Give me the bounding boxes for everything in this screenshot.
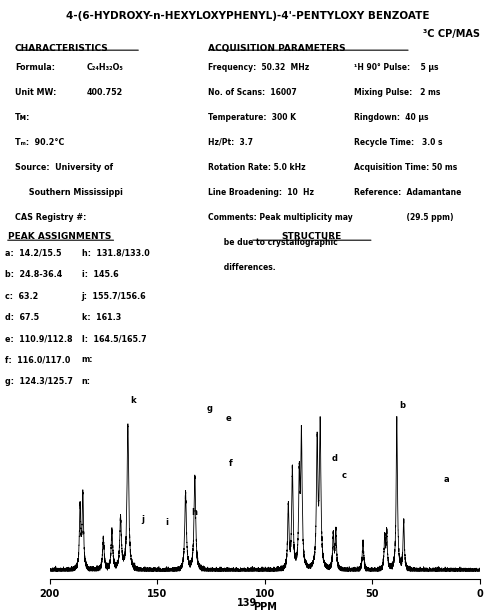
Text: Ringdown:  40 μs: Ringdown: 40 μs bbox=[354, 113, 429, 122]
Text: c:  63.2: c: 63.2 bbox=[5, 292, 38, 300]
Text: l:  164.5/165.7: l: 164.5/165.7 bbox=[82, 334, 147, 343]
Text: Reference:  Adamantane: Reference: Adamantane bbox=[354, 188, 461, 197]
Text: CAS Registry #:: CAS Registry #: bbox=[15, 213, 86, 223]
Text: 139: 139 bbox=[238, 598, 257, 608]
Text: j: j bbox=[142, 515, 145, 524]
Text: PEAK ASSIGNMENTS: PEAK ASSIGNMENTS bbox=[8, 232, 111, 241]
Text: Hz/Pt:  3.7: Hz/Pt: 3.7 bbox=[208, 138, 253, 147]
Text: Tₘ:  90.2°C: Tₘ: 90.2°C bbox=[15, 138, 64, 147]
Text: Southern Mississippi: Southern Mississippi bbox=[15, 188, 123, 197]
Text: 400.752: 400.752 bbox=[87, 88, 123, 97]
Text: b:  24.8-36.4: b: 24.8-36.4 bbox=[5, 270, 62, 280]
Text: Acquisition Time: 50 ms: Acquisition Time: 50 ms bbox=[354, 163, 457, 172]
Text: k: k bbox=[130, 395, 136, 405]
Text: b: b bbox=[399, 401, 405, 409]
Text: a:  14.2/15.5: a: 14.2/15.5 bbox=[5, 249, 61, 258]
Text: Comments: Peak multiplicity may: Comments: Peak multiplicity may bbox=[208, 213, 352, 223]
Text: k:  161.3: k: 161.3 bbox=[82, 313, 121, 322]
Text: e: e bbox=[225, 414, 231, 423]
Text: n:: n: bbox=[82, 376, 91, 386]
Text: f: f bbox=[229, 460, 232, 468]
Text: e:  110.9/112.8: e: 110.9/112.8 bbox=[5, 334, 73, 343]
Text: No. of Scans:  16007: No. of Scans: 16007 bbox=[208, 88, 297, 97]
Text: ¹H 90° Pulse:    5 μs: ¹H 90° Pulse: 5 μs bbox=[354, 63, 439, 72]
Text: Tᴍ:: Tᴍ: bbox=[15, 113, 30, 122]
Text: Frequency:  50.32  MHz: Frequency: 50.32 MHz bbox=[208, 63, 309, 72]
Text: (29.5 ppm): (29.5 ppm) bbox=[354, 213, 453, 223]
Text: Mixing Pulse:   2 ms: Mixing Pulse: 2 ms bbox=[354, 88, 440, 97]
Text: be due to crystallographic: be due to crystallographic bbox=[208, 238, 338, 247]
Text: Source:  University of: Source: University of bbox=[15, 163, 113, 172]
Text: Formula:: Formula: bbox=[15, 63, 55, 72]
Text: i:  145.6: i: 145.6 bbox=[82, 270, 118, 280]
Text: differences.: differences. bbox=[208, 264, 276, 272]
Text: c: c bbox=[342, 471, 346, 480]
Text: Rotation Rate: 5.0 kHz: Rotation Rate: 5.0 kHz bbox=[208, 163, 305, 172]
X-axis label: PPM: PPM bbox=[253, 602, 277, 612]
Text: Line Broadening:  10  Hz: Line Broadening: 10 Hz bbox=[208, 188, 314, 197]
Text: j:  155.7/156.6: j: 155.7/156.6 bbox=[82, 292, 147, 300]
Text: Unit MW:: Unit MW: bbox=[15, 88, 56, 97]
Text: a: a bbox=[444, 474, 449, 484]
Text: g: g bbox=[206, 404, 212, 413]
Text: f:  116.0/117.0: f: 116.0/117.0 bbox=[5, 356, 70, 364]
Text: h:  131.8/133.0: h: 131.8/133.0 bbox=[82, 249, 149, 258]
Text: Recycle Time:   3.0 s: Recycle Time: 3.0 s bbox=[354, 138, 443, 147]
Text: d: d bbox=[332, 454, 338, 463]
Text: STRUCTURE: STRUCTURE bbox=[282, 232, 342, 241]
Text: Temperature:  300 K: Temperature: 300 K bbox=[208, 113, 296, 122]
Text: ACQUISITION PARAMETERS: ACQUISITION PARAMETERS bbox=[208, 44, 346, 53]
Text: CHARACTERISTICS: CHARACTERISTICS bbox=[15, 44, 108, 53]
Text: C₂₄H₃₂O₅: C₂₄H₃₂O₅ bbox=[87, 63, 123, 72]
Text: m:: m: bbox=[82, 356, 93, 364]
Text: 4-(6-HYDROXY-n-HEXYLOXYPHENYL)-4'-PENTYLOXY BENZOATE: 4-(6-HYDROXY-n-HEXYLOXYPHENYL)-4'-PENTYL… bbox=[66, 12, 429, 21]
Text: i: i bbox=[165, 518, 168, 527]
Text: ³C CP/MAS: ³C CP/MAS bbox=[423, 28, 480, 39]
Text: h: h bbox=[191, 508, 197, 517]
Text: g:  124.3/125.7: g: 124.3/125.7 bbox=[5, 376, 73, 386]
Text: d:  67.5: d: 67.5 bbox=[5, 313, 39, 322]
